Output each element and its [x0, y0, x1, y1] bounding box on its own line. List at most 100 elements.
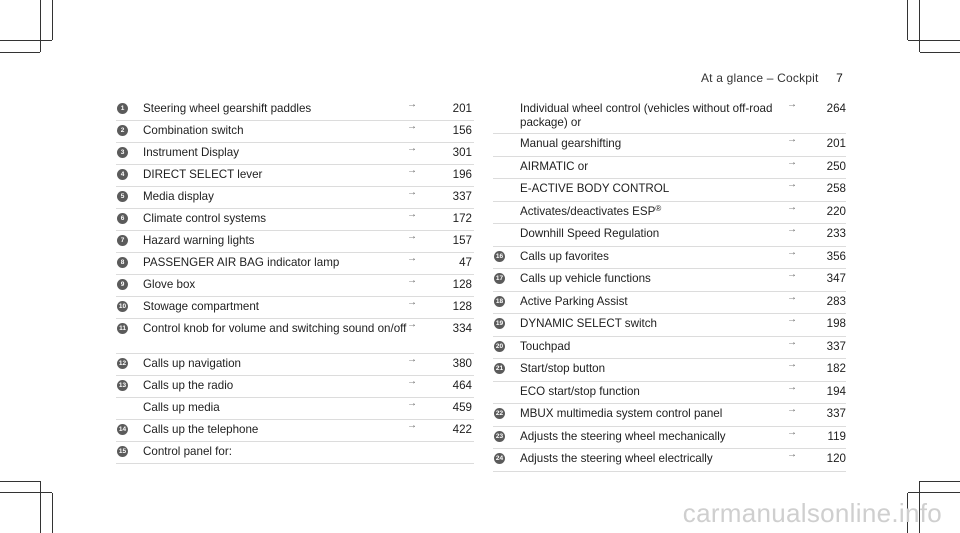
page-reference[interactable]: 128 — [452, 300, 472, 313]
page-reference[interactable]: 337 — [826, 339, 846, 353]
page-reference[interactable]: 347 — [826, 272, 846, 285]
index-row: ECO start/stop function → 194 — [493, 381, 846, 404]
item-label: Manual gearshifting — [520, 137, 622, 150]
item-label: Glove box — [143, 278, 196, 291]
item-label: Activates/deactivates ESP® — [520, 203, 662, 218]
crop-mark — [52, 493, 53, 533]
index-row: 19 DYNAMIC SELECT switch → 198 — [493, 314, 846, 337]
item-number-badge: 2 — [117, 125, 128, 136]
arrow-icon: → — [787, 426, 797, 438]
arrow-icon: → — [407, 253, 417, 264]
page-reference[interactable]: 250 — [826, 159, 846, 173]
page-reference[interactable]: 128 — [452, 278, 472, 291]
arrow-icon: → — [787, 224, 797, 235]
page-reference[interactable]: 201 — [452, 102, 472, 115]
page-reference[interactable]: 337 — [452, 190, 472, 203]
arrow-icon: → — [407, 209, 417, 220]
page-reference[interactable]: 172 — [452, 212, 472, 225]
page-reference[interactable]: 47 — [459, 256, 472, 269]
item-number-badge: 17 — [494, 273, 505, 284]
arrow-icon: → — [787, 99, 797, 110]
item-label: Downhill Speed Regulation — [520, 227, 660, 240]
item-label: Calls up the telephone — [143, 423, 259, 436]
page-reference[interactable]: 119 — [827, 429, 846, 443]
arrow-icon: → — [407, 297, 417, 308]
index-row: Downhill Speed Regulation → 233 — [493, 224, 846, 247]
index-row: E-ACTIVE BODY CONTROL → 258 — [493, 179, 846, 202]
item-number-badge: 20 — [494, 340, 505, 352]
arrow-icon: → — [787, 359, 797, 370]
item-label: Individual wheel control (vehicles witho… — [520, 102, 773, 129]
item-label: E-ACTIVE BODY CONTROL — [520, 182, 670, 195]
crop-mark — [0, 52, 40, 53]
page-reference[interactable]: 120 — [826, 452, 846, 465]
page-reference[interactable]: 201 — [826, 137, 846, 150]
page-reference[interactable]: 283 — [826, 294, 846, 308]
index-row: 14 Calls up the telephone → 422 — [116, 420, 474, 442]
page-number: 7 — [836, 71, 843, 85]
page-reference[interactable]: 220 — [826, 204, 846, 218]
item-label: Hazard warning lights — [143, 234, 255, 247]
page-reference[interactable]: 422 — [452, 423, 472, 436]
index-row: 18 Active Parking Assist → 283 — [493, 291, 846, 314]
arrow-icon: → — [787, 314, 797, 325]
page-reference[interactable]: 301 — [452, 146, 472, 159]
item-label: Calls up vehicle functions — [520, 272, 651, 285]
item-number-badge: 14 — [117, 424, 128, 435]
page-reference[interactable]: 156 — [452, 124, 472, 137]
page-reference[interactable]: 464 — [452, 379, 472, 392]
index-row: 17 Calls up vehicle functions → 347 — [493, 269, 846, 292]
page-reference[interactable]: 233 — [826, 227, 846, 240]
arrow-icon: → — [787, 269, 797, 280]
arrow-icon: → — [407, 165, 417, 176]
page-reference[interactable]: 380 — [452, 357, 472, 370]
item-number-badge: 21 — [494, 363, 505, 374]
index-row: 20 Touchpad → 337 — [493, 337, 846, 359]
page-reference[interactable]: 337 — [826, 407, 846, 420]
arrow-icon: → — [407, 275, 417, 286]
item-number-badge: 11 — [117, 323, 128, 334]
page-reference[interactable]: 334 — [452, 322, 472, 335]
page-reference[interactable]: 356 — [826, 249, 846, 263]
page-reference[interactable]: 258 — [826, 182, 846, 195]
crop-mark — [907, 0, 908, 40]
crop-mark — [0, 492, 52, 493]
arrow-icon: → — [787, 381, 797, 393]
crop-mark — [907, 493, 908, 533]
item-label: Stowage compartment — [143, 300, 259, 313]
item-label: Adjusts the steering wheel mechanically — [520, 429, 726, 443]
item-number-badge: 8 — [117, 257, 128, 268]
index-row: 8 PASSENGER AIR BAG indicator lamp → 47 — [116, 253, 474, 275]
page-reference[interactable]: 194 — [826, 384, 846, 398]
item-label: Control knob for volume and switching so… — [143, 322, 407, 335]
item-number-badge: 3 — [117, 147, 128, 158]
item-label: Instrument Display — [143, 146, 240, 159]
crop-mark — [0, 40, 52, 41]
index-row: AIRMATIC or → 250 — [493, 157, 846, 179]
index-row: 23 Adjusts the steering wheel mechanicall… — [493, 426, 846, 449]
arrow-icon: → — [787, 179, 797, 190]
page-reference[interactable]: 264 — [826, 102, 846, 115]
section-title: At a glance – Cockpit — [700, 71, 819, 85]
watermark: carmanualsonline.info — [682, 498, 942, 528]
crop-mark — [920, 481, 960, 482]
page-reference[interactable]: 157 — [452, 234, 472, 247]
page-reference[interactable]: 196 — [452, 168, 472, 181]
item-number-badge: 22 — [494, 408, 505, 419]
index-row: 2 Combination switch → 156 — [116, 121, 474, 143]
index-row: 7 Hazard warning lights → 157 — [116, 231, 474, 253]
item-label: Calls up media — [143, 401, 220, 414]
left-index-column: 1 Steering wheel gearshift paddles → 201 2 Co… — [116, 99, 474, 464]
page-reference[interactable]: 459 — [452, 401, 472, 414]
item-number-badge: 16 — [494, 250, 505, 262]
arrow-icon: → — [407, 319, 417, 330]
arrow-icon: → — [787, 449, 797, 460]
item-label: Start/stop button — [520, 362, 606, 375]
arrow-icon: → — [787, 291, 797, 303]
arrow-icon: → — [787, 134, 797, 145]
index-row: 1 Steering wheel gearshift paddles → 201 — [116, 99, 474, 121]
crop-mark — [919, 481, 920, 533]
crop-mark — [919, 0, 920, 52]
page-reference[interactable]: 198 — [826, 317, 846, 330]
page-reference[interactable]: 182 — [826, 362, 846, 375]
